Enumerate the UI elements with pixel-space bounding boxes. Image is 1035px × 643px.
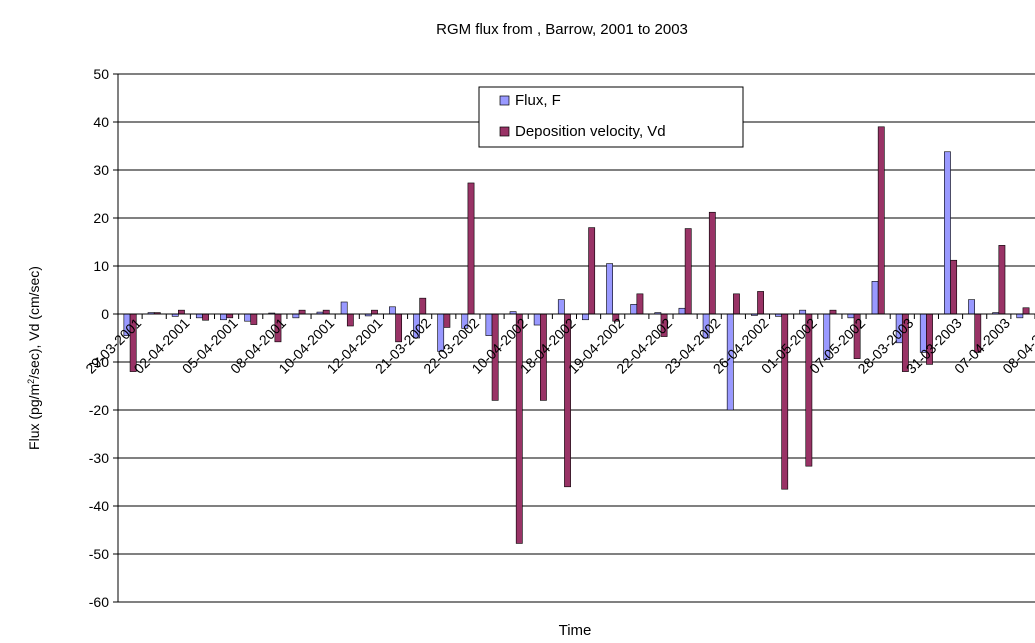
bar-deposition [684, 228, 692, 315]
bar-deposition [178, 309, 185, 315]
y-tick-label: 0 [101, 306, 109, 322]
bar-deposition [443, 313, 451, 328]
legend-label-deposition: Deposition velocity, Vd [515, 123, 666, 140]
chart-title: RGM flux from , Barrow, 2001 to 2003 [436, 21, 688, 38]
bar-flux [944, 151, 951, 315]
bar-deposition [467, 182, 475, 315]
bar-deposition [757, 291, 764, 315]
bar-deposition [1022, 307, 1030, 315]
y-tick-label: 30 [93, 162, 109, 178]
bar-deposition [322, 309, 330, 315]
bar-flux [485, 313, 493, 336]
bar-flux [1016, 313, 1024, 319]
bar-deposition [829, 309, 837, 315]
y-tick-label: -60 [89, 594, 109, 610]
bar-deposition [877, 126, 885, 315]
bar-deposition [564, 313, 571, 488]
y-tick-label: -30 [89, 450, 109, 466]
bar-deposition [515, 313, 523, 544]
legend-box [478, 86, 744, 148]
bar-flux [533, 313, 541, 326]
bar-flux [244, 313, 252, 322]
bar-flux [678, 307, 686, 315]
bar-flux [582, 313, 589, 321]
bar-deposition [588, 227, 596, 315]
bar-flux [799, 309, 807, 315]
bar-flux [389, 306, 396, 315]
bar-deposition [733, 293, 740, 315]
y-tick-label: 40 [93, 114, 109, 130]
x-tick-labels: 29-03-200102-04-200105-04-200108-04-2001… [82, 315, 1035, 377]
bar-flux [871, 281, 879, 315]
bar-deposition [250, 313, 258, 325]
bar-deposition [998, 245, 1006, 315]
y-tick-label: -50 [89, 546, 109, 562]
bar-deposition [202, 313, 209, 321]
y-tick-label: -40 [89, 498, 109, 514]
bar-flux [195, 313, 203, 319]
bar-flux [606, 263, 613, 315]
legend-label-flux: Flux, F [515, 92, 561, 109]
legend-swatch-deposition [499, 126, 510, 137]
bar-flux [340, 301, 348, 315]
y-tick-label: 50 [93, 66, 109, 82]
bar-flux [968, 299, 975, 315]
axes [117, 74, 1035, 602]
y-axis-title: Flux (pg/m2/sec), Vd (cm/sec) [26, 266, 42, 450]
legend-swatch-flux [499, 95, 510, 106]
y-tick-label: 20 [93, 210, 109, 226]
bar-deposition [346, 313, 354, 327]
legend: Flux, F Deposition velocity, Vd [478, 86, 744, 148]
bar-flux [630, 304, 638, 315]
bar-deposition [636, 293, 644, 315]
bar-deposition [419, 297, 427, 315]
y-tick-label: -20 [89, 402, 109, 418]
x-axis-title: Time [559, 622, 592, 639]
y-tick-labels: 50 40 30 20 10 0 -10 -20 -30 -40 -50 -60 [89, 66, 109, 610]
bar-flux [292, 313, 300, 319]
bars [123, 126, 1030, 544]
bar-deposition [708, 211, 716, 315]
y-tick-label: 10 [93, 258, 109, 274]
bar-deposition [950, 259, 958, 315]
bar-deposition [371, 309, 378, 315]
bar-flux [557, 299, 565, 315]
y-tick-label: -10 [89, 354, 109, 370]
bar-deposition [298, 309, 306, 315]
